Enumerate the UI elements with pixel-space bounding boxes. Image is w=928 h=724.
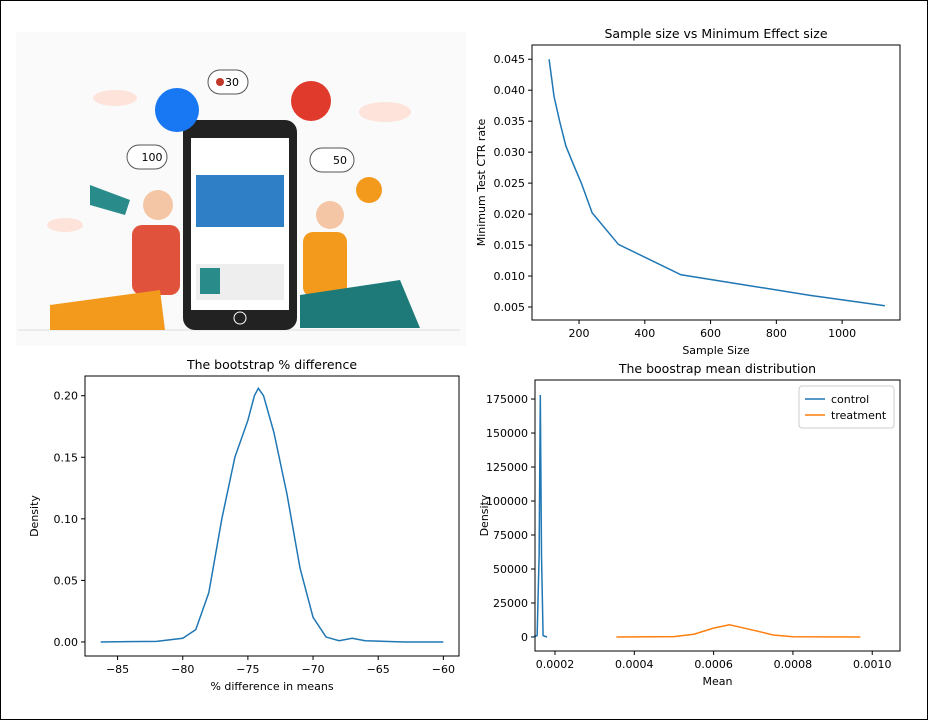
chart-title: The boostrap mean distribution (618, 361, 816, 376)
x-axis-label: Sample Size (682, 344, 750, 357)
phone-image (196, 175, 284, 227)
badge-bubble (309, 147, 355, 173)
x-tick-label: 0.0004 (615, 658, 654, 671)
y-tick-label: 0.015 (494, 239, 526, 252)
chart-title: The bootstrap % difference (186, 357, 357, 372)
chart: Sample size vs Minimum Effect size Sample… (475, 26, 901, 357)
person-head (143, 190, 173, 220)
x-tick-label: 800 (766, 327, 787, 340)
facebook-icon (155, 88, 199, 132)
y-axis-label: Density (478, 494, 491, 536)
y-tick-label: 100000 (486, 495, 528, 508)
badge: 100 (142, 151, 163, 164)
x-tick-label: −85 (106, 663, 129, 676)
person-legs (300, 280, 420, 328)
y-tick-label: 0.030 (494, 146, 526, 159)
chart: The bootstrap % difference % difference i… (28, 357, 460, 693)
y-tick-label: 75000 (493, 529, 528, 542)
cloud (359, 102, 411, 122)
badge: 50 (333, 154, 347, 167)
phone-button (233, 311, 247, 325)
y-tick-label: 0.020 (494, 208, 526, 221)
data-line (532, 394, 548, 638)
y-tick-label: 0.05 (54, 574, 79, 587)
x-tick-label: −75 (236, 663, 259, 676)
y-axis-label: Minimum Test CTR rate (475, 119, 488, 247)
plot-frame (534, 379, 901, 652)
person-body (303, 232, 347, 297)
chart-title: Sample size vs Minimum Effect size (604, 26, 827, 41)
legend-label: treatment (831, 409, 887, 422)
phone-thumb (200, 268, 220, 294)
y-tick-label: 0.15 (54, 451, 79, 464)
x-axis-label: Mean (703, 675, 733, 688)
y-tick-label: 150000 (486, 427, 528, 440)
y-axis-label: Density (28, 495, 41, 537)
x-tick-label: −60 (432, 663, 455, 676)
x-tick-label: 200 (569, 327, 590, 340)
data-line (100, 386, 444, 643)
y-tick-label: 0.040 (494, 84, 526, 97)
person-legs (50, 290, 165, 330)
legend-frame (798, 385, 895, 429)
y-tick-label: 0.025 (494, 177, 526, 190)
instagram-icon (356, 177, 382, 203)
y-tick-label: 0.005 (494, 301, 526, 314)
x-tick-label: −65 (367, 663, 390, 676)
person-head (316, 201, 344, 229)
illustration: 30 100 50 (16, 32, 466, 346)
legend-label: control (831, 393, 869, 406)
y-tick-label: 0.20 (54, 390, 79, 403)
y-tick-label: 50000 (493, 563, 528, 576)
x-tick-label: −80 (171, 663, 194, 676)
x-tick-label: 0.0008 (774, 658, 813, 671)
y-tick-label: 0.045 (494, 53, 526, 66)
person-body (132, 225, 180, 295)
pinterest-icon (291, 81, 331, 121)
cloud (47, 218, 83, 232)
plot-frame (531, 44, 901, 321)
x-tick-label: −70 (301, 663, 324, 676)
y-tick-label: 0.00 (54, 636, 79, 649)
x-axis-label: % difference in means (210, 680, 333, 693)
x-tick-label: 600 (700, 327, 721, 340)
x-tick-label: 1000 (828, 327, 856, 340)
megaphone (90, 185, 130, 215)
y-tick-label: 0.010 (494, 270, 526, 283)
x-tick-label: 0.0006 (694, 658, 733, 671)
y-tick-label: 0.035 (494, 115, 526, 128)
chart: The boostrap mean distribution Mean Densit… (478, 361, 901, 688)
y-tick-label: 175000 (486, 393, 528, 406)
x-tick-label: 400 (634, 327, 655, 340)
x-tick-label: 0.0002 (536, 658, 575, 671)
y-tick-label: 125000 (486, 461, 528, 474)
x-tick-label: 0.0010 (853, 658, 892, 671)
plot-frame (84, 375, 460, 657)
y-tick-label: 0.10 (54, 513, 79, 526)
y-tick-label: 25000 (493, 597, 528, 610)
badge: 30 (225, 76, 239, 89)
data-line (616, 623, 861, 638)
cloud (93, 90, 137, 106)
badge-bubble (126, 144, 168, 170)
heart (216, 78, 224, 86)
y-tick-label: 0 (521, 631, 528, 644)
badge-bubble (207, 69, 249, 95)
data-line (548, 59, 885, 307)
